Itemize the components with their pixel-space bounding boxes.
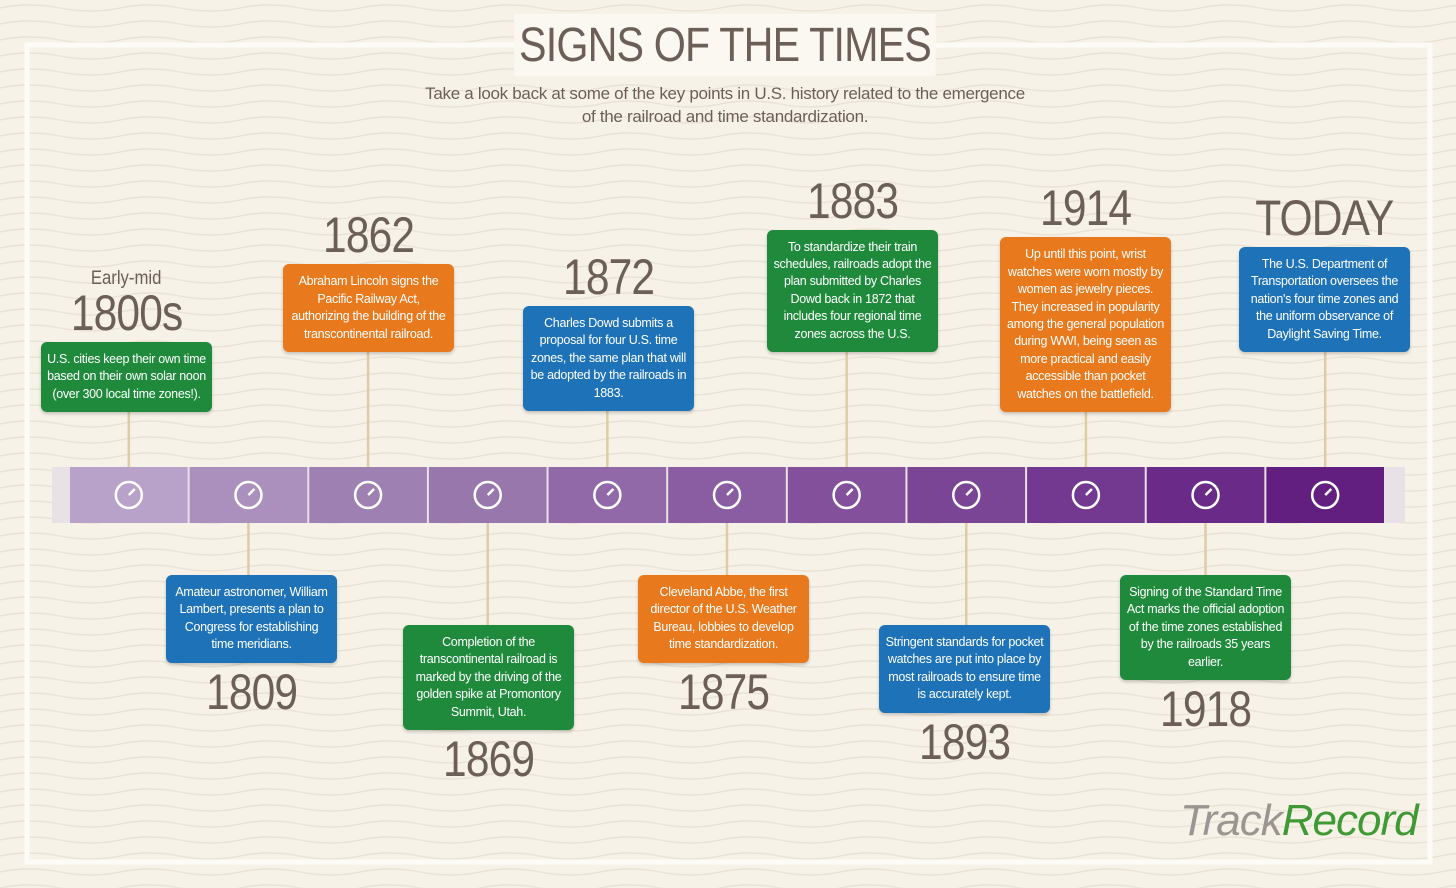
segment-icon-hand bbox=[845, 488, 854, 496]
event-box: To standardize their train schedules, ra… bbox=[767, 229, 938, 352]
event-box: The U.S. Department of Transportation ov… bbox=[1239, 246, 1410, 352]
event-year: 1914 bbox=[1039, 180, 1132, 237]
segment-icon-hand bbox=[726, 488, 734, 496]
event-box: Signing of the Standard Time Act marks t… bbox=[1120, 575, 1291, 681]
segment-icon-hand bbox=[247, 488, 256, 496]
segment-icon bbox=[1310, 480, 1340, 510]
segment-icon-hand bbox=[367, 488, 375, 496]
segment-icon-hand bbox=[127, 488, 136, 496]
event: 1862 Abraham Lincoln signs the Pacific Ra… bbox=[283, 206, 454, 352]
subtitle: Take a look back at some of the key poin… bbox=[425, 84, 1025, 126]
event-box: Stringent standards for pocket watches a… bbox=[879, 625, 1050, 713]
segment-icon bbox=[712, 480, 742, 510]
event: 1883 To standardize their train schedules… bbox=[767, 172, 938, 352]
event: Completion of the transcontinental railr… bbox=[403, 625, 574, 788]
event-box: Abraham Lincoln signs the Pacific Railwa… bbox=[283, 264, 454, 352]
event-year: 1869 bbox=[442, 731, 535, 788]
event-year: 1862 bbox=[322, 207, 415, 264]
segment-icon bbox=[234, 480, 263, 510]
segment-icon bbox=[952, 480, 981, 510]
segment-icon bbox=[1071, 480, 1101, 510]
event-prefix: Early-mid bbox=[91, 267, 162, 289]
event: TODAY The U.S. Department of Transportati… bbox=[1239, 189, 1410, 352]
event-year: 1809 bbox=[205, 663, 298, 720]
event: Early-mid 1800s U.S. cities keep their own… bbox=[41, 268, 212, 412]
event: Cleveland Abbe, the first director of th… bbox=[638, 575, 809, 721]
segment-icon-hand bbox=[965, 488, 974, 496]
segment-icon bbox=[353, 480, 383, 510]
event-box: Up until this point, wrist watches were … bbox=[1000, 237, 1171, 412]
event-box: U.S. cities keep their own time based on… bbox=[41, 341, 212, 412]
event-year: 1918 bbox=[1159, 681, 1252, 738]
logo-left: Track bbox=[1180, 796, 1283, 845]
segment-icon bbox=[114, 480, 144, 510]
segment-icon-hand bbox=[1324, 488, 1333, 496]
event-year: 1800s bbox=[70, 284, 183, 341]
event-box: Charles Dowd submits a proposal for four… bbox=[523, 305, 694, 411]
event-box: Amateur astronomer, William Lambert, pre… bbox=[166, 575, 337, 663]
event-year: TODAY bbox=[1255, 189, 1394, 246]
event-year: 1893 bbox=[918, 713, 1011, 770]
event-year: 1875 bbox=[677, 663, 770, 720]
segment-icon bbox=[1191, 480, 1220, 510]
logo: TrackRecord bbox=[1180, 796, 1419, 846]
event: Amateur astronomer, William Lambert, pre… bbox=[166, 575, 337, 721]
segment-icon bbox=[473, 480, 502, 510]
event: Signing of the Standard Time Act marks t… bbox=[1120, 575, 1291, 738]
event: 1872 Charles Dowd submits a proposal for … bbox=[523, 248, 694, 411]
event-box: Cleveland Abbe, the first director of th… bbox=[638, 575, 809, 663]
segment-icon-hand bbox=[1085, 488, 1093, 496]
title: SIGNS OF THE TIMES bbox=[514, 14, 936, 76]
logo-right: Record bbox=[1281, 796, 1419, 845]
segment-icon-hand bbox=[486, 488, 495, 496]
event-box: Completion of the transcontinental railr… bbox=[403, 625, 574, 731]
event: Stringent standards for pocket watches a… bbox=[879, 625, 1050, 771]
segment-icon bbox=[593, 480, 622, 510]
event: 1914 Up until this point, wrist watches w… bbox=[1000, 179, 1171, 412]
segment-icon-hand bbox=[606, 488, 615, 496]
event-year: 1883 bbox=[806, 172, 899, 229]
segment-icon bbox=[832, 480, 861, 510]
segment-icon-hand bbox=[1204, 488, 1213, 496]
event-year: 1872 bbox=[562, 248, 655, 305]
